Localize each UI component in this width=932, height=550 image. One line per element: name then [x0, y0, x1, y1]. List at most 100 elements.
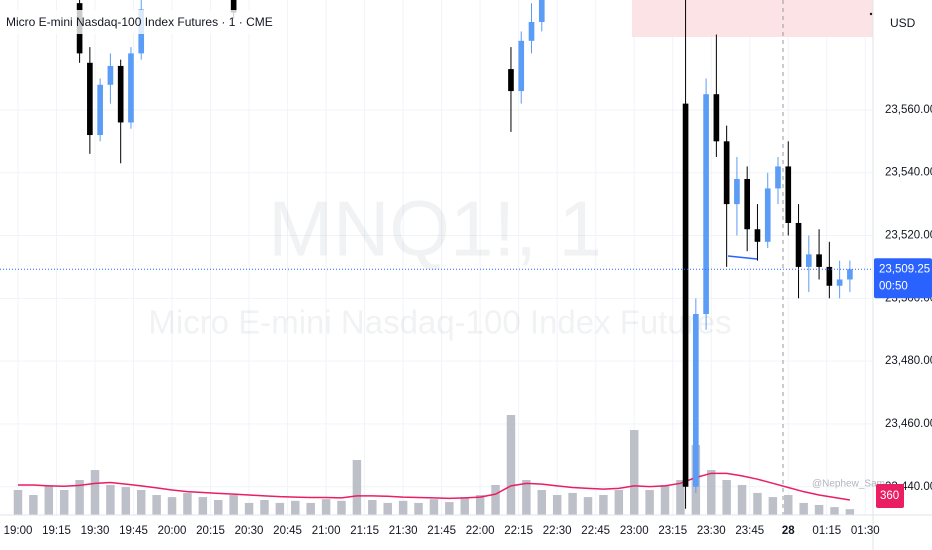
volume-bar — [537, 490, 547, 515]
volume-bar — [583, 497, 593, 515]
volume-bar — [475, 495, 485, 515]
x-tick-label: 20:00 — [158, 525, 187, 537]
chart-title[interactable]: Micro E-mini Nasdaq-100 Index Futures · … — [6, 15, 273, 29]
x-tick-label: 23:15 — [658, 525, 687, 537]
volume-bar — [44, 485, 54, 515]
y-tick-label: 23,460.00 — [885, 418, 932, 430]
trendline-drawing — [727, 255, 758, 260]
x-tick-label: 19:45 — [119, 525, 148, 537]
x-tick-label: 22:15 — [504, 525, 533, 537]
volume-bar — [306, 502, 315, 515]
candle-body — [847, 269, 853, 280]
volume-bar — [568, 492, 577, 515]
volume-bar — [152, 495, 161, 515]
volume-bar — [121, 487, 131, 515]
volume-ma-label: 360 — [880, 490, 899, 502]
candle-body — [107, 65, 114, 85]
volume-bar — [260, 500, 269, 515]
volume-bar — [75, 480, 84, 515]
volume-bar — [676, 480, 685, 515]
x-tick-label: 20:30 — [235, 525, 264, 537]
volume-bar — [722, 480, 731, 515]
candle-body — [764, 188, 771, 242]
candle-body — [785, 166, 792, 223]
x-tick-label: 22:00 — [466, 525, 495, 537]
candle-body — [230, 0, 237, 13]
x-tick-label: 19:00 — [4, 525, 33, 537]
watermark: MNQ1!, 1 — [268, 185, 602, 273]
volume-bar — [275, 502, 285, 515]
watermark-subtitle: Micro E-mini Nasdaq-100 Index Futures — [148, 304, 731, 341]
candle-body — [508, 69, 514, 92]
currency[interactable]: USD — [890, 16, 916, 30]
x-tick-label: 22:45 — [581, 525, 610, 537]
volume-bar — [522, 480, 531, 515]
volume-ma-tag — [876, 484, 904, 508]
candle-body — [713, 94, 720, 142]
x-tick-label: 19:30 — [81, 525, 110, 537]
volume-bar — [614, 490, 624, 515]
candle-body — [538, 0, 545, 22]
volume-bar — [460, 497, 469, 515]
candle-body — [805, 254, 812, 267]
x-tick-label: 23:45 — [735, 525, 764, 537]
volume-bar — [830, 507, 839, 515]
x-tick-label: 20:45 — [273, 525, 302, 537]
x-tick-label: 19:15 — [42, 525, 71, 537]
grid — [0, 0, 873, 515]
candle-body — [734, 178, 740, 205]
x-tick-label: 22:30 — [543, 525, 572, 537]
candle-body — [703, 94, 709, 315]
volume-bar — [321, 499, 331, 515]
volume-bar — [768, 497, 778, 515]
countdown: 00:50 — [879, 280, 908, 292]
volume-bar — [291, 500, 300, 515]
y-tick-label: 23,560.00 — [885, 104, 932, 116]
candle-body — [723, 141, 730, 205]
candle-body — [775, 166, 781, 189]
volume-bar — [599, 495, 608, 515]
x-tick-label: 21:15 — [350, 525, 379, 537]
x-tick-label: 28 — [782, 525, 795, 537]
volume-bar — [214, 500, 223, 515]
x-tick-label: 20:15 — [196, 525, 225, 537]
title-bg — [0, 10, 250, 34]
volume-bar — [59, 490, 69, 515]
candle-body — [826, 266, 833, 286]
volume-bar — [352, 460, 362, 515]
candle-body — [87, 62, 93, 136]
volume-bar — [753, 492, 762, 515]
volume-bar — [491, 485, 500, 515]
volume-bar — [167, 497, 177, 515]
candle-body — [693, 314, 699, 487]
zone-dot — [869, 12, 873, 16]
current-price-tag — [874, 258, 932, 299]
volume-bar — [660, 485, 670, 515]
candle-body — [682, 103, 689, 487]
x-tick-label: 21:00 — [312, 525, 341, 537]
volume-bar — [506, 415, 516, 515]
zone-drawing — [632, 0, 873, 37]
x-tick-label: 23:00 — [620, 525, 649, 537]
volume-bar — [106, 485, 115, 515]
volume-ma-line — [17, 472, 851, 501]
volume-bar — [645, 490, 654, 515]
volume-bar — [707, 470, 716, 515]
candle-body — [117, 65, 124, 123]
x-tick-label: 21:30 — [389, 525, 418, 537]
y-tick-label: 23,520.00 — [885, 230, 932, 242]
volume-bar — [136, 490, 146, 515]
volume-bar — [337, 500, 346, 515]
volume-bar — [414, 502, 423, 515]
volume-bar — [383, 502, 392, 515]
volume-bar — [814, 505, 824, 515]
volume-bar — [90, 470, 100, 515]
volume-bar — [629, 430, 639, 515]
volume-bar — [29, 495, 38, 515]
x-tick-label: 01:30 — [851, 525, 880, 537]
volume-bar — [445, 502, 454, 515]
volume-bar — [398, 500, 408, 515]
volume-bar — [13, 490, 23, 515]
